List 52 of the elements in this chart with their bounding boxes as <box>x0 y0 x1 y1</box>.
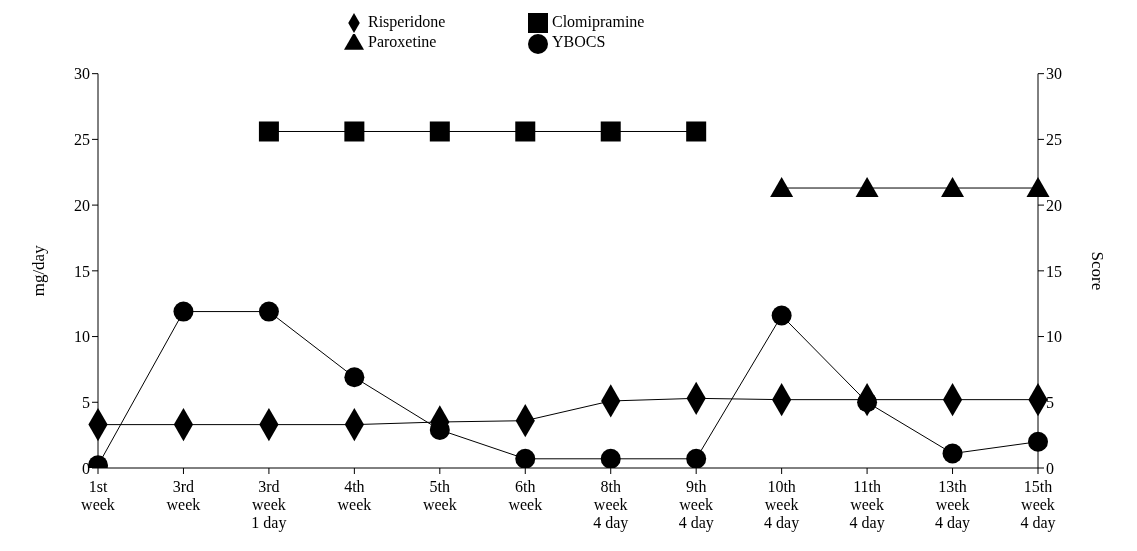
point <box>515 448 536 468</box>
y-tick-label: 15 <box>74 262 90 280</box>
y-axis-title: mg/day <box>29 244 49 297</box>
point <box>429 121 450 142</box>
x-tick-label: 5th week <box>422 478 457 513</box>
point <box>173 301 194 322</box>
y-tick-label: 10 <box>74 328 90 346</box>
point <box>686 121 707 142</box>
y-tick-label: 5 <box>82 393 90 411</box>
y-tick-label: 0 <box>82 459 90 477</box>
legend-label: Paroxetine <box>368 33 438 52</box>
point <box>258 301 279 322</box>
point <box>515 121 536 142</box>
legend-label: Risperidone <box>368 13 447 31</box>
y2-tick-label: 30 <box>1046 65 1062 83</box>
y2-tick-label: 10 <box>1046 328 1062 346</box>
point <box>344 121 365 142</box>
x-tick-label: 3rd week 1 day <box>251 478 287 532</box>
x-tick-label: 15th week 4 day <box>1020 478 1056 532</box>
y-tick-label: 20 <box>74 196 90 214</box>
y2-axis-title: Score <box>1087 251 1107 291</box>
point <box>942 443 963 464</box>
point <box>344 367 365 388</box>
x-tick-label: 13th week 4 day <box>934 478 971 532</box>
y-tick-label: 30 <box>74 65 90 83</box>
point <box>686 448 707 468</box>
x-tick-label: 6th week <box>508 478 543 513</box>
point <box>1026 177 1050 198</box>
x-tick-label: 3rd week <box>166 478 201 513</box>
y2-tick-label: 25 <box>1046 131 1062 149</box>
x-tick-label: 8th week 4 day <box>593 478 629 532</box>
y2-tick-label: 20 <box>1046 196 1062 214</box>
x-tick-label: 1st week <box>81 478 115 513</box>
legend-label: Clomipramine <box>552 13 646 31</box>
point <box>258 121 279 142</box>
legend-label: YBOCS <box>552 33 607 52</box>
x-tick-label: 4th week <box>337 478 372 513</box>
point <box>1028 431 1048 452</box>
x-tick-label: 11th week 4 day <box>849 478 885 532</box>
x-tick-label: 9th week 4 day <box>678 478 714 532</box>
y2-tick-label: 15 <box>1046 262 1062 280</box>
point <box>941 177 965 198</box>
y2-tick-label: 0 <box>1046 459 1054 477</box>
point <box>855 177 879 198</box>
point <box>600 448 621 468</box>
y2-tick-label: 5 <box>1046 393 1054 411</box>
y-tick-label: 25 <box>74 131 90 149</box>
point <box>770 177 794 198</box>
point <box>857 392 878 413</box>
point <box>600 121 621 142</box>
x-tick-label: 10th week 4 day <box>764 478 800 532</box>
point <box>771 305 792 326</box>
